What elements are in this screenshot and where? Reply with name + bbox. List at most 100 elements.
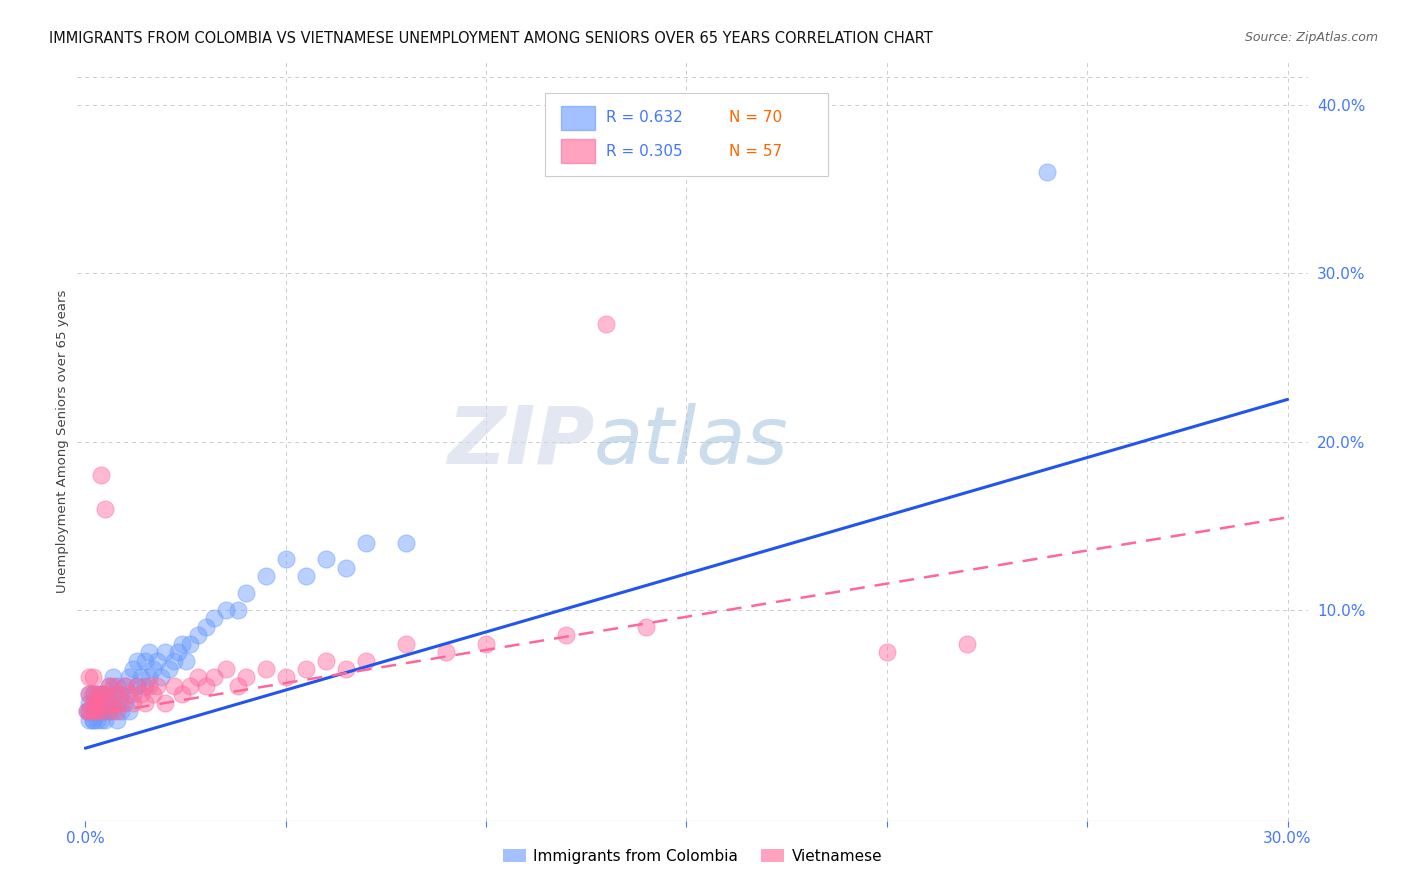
Point <box>146 679 169 693</box>
Point <box>103 696 125 710</box>
Point <box>110 687 132 701</box>
Point <box>107 696 129 710</box>
Point <box>82 704 104 718</box>
Legend: Immigrants from Colombia, Vietnamese: Immigrants from Colombia, Vietnamese <box>496 843 889 870</box>
Point <box>94 502 117 516</box>
Point <box>86 696 108 710</box>
Point <box>294 569 316 583</box>
Text: IMMIGRANTS FROM COLOMBIA VS VIETNAMESE UNEMPLOYMENT AMONG SENIORS OVER 65 YEARS : IMMIGRANTS FROM COLOMBIA VS VIETNAMESE U… <box>49 31 934 46</box>
Point <box>107 687 129 701</box>
FancyBboxPatch shape <box>561 105 595 130</box>
Point <box>226 603 249 617</box>
Point <box>162 679 184 693</box>
Point <box>86 696 108 710</box>
Point <box>103 670 125 684</box>
Point <box>86 704 108 718</box>
Point <box>876 645 898 659</box>
Point <box>475 637 498 651</box>
Point <box>94 687 117 701</box>
Text: R = 0.632: R = 0.632 <box>606 111 683 125</box>
Point <box>354 654 377 668</box>
Point <box>335 561 357 575</box>
Point <box>82 670 104 684</box>
Point <box>202 611 225 625</box>
Point <box>103 679 125 693</box>
Point <box>98 679 121 693</box>
Point <box>138 645 160 659</box>
Point <box>103 704 125 718</box>
Point <box>107 704 129 718</box>
Point <box>79 704 101 718</box>
Point <box>98 696 121 710</box>
Point <box>122 696 145 710</box>
Point <box>187 628 209 642</box>
Point <box>595 317 617 331</box>
Point <box>956 637 979 651</box>
Point <box>118 687 141 701</box>
Point <box>254 662 277 676</box>
Point <box>79 670 101 684</box>
Point <box>142 662 165 676</box>
Point <box>127 679 149 693</box>
Text: N = 70: N = 70 <box>730 111 783 125</box>
Point <box>118 704 141 718</box>
Point <box>107 679 129 693</box>
Point <box>79 687 101 701</box>
Point <box>86 687 108 701</box>
Point <box>94 687 117 701</box>
Point <box>98 704 121 718</box>
Point <box>86 704 108 718</box>
Point <box>187 670 209 684</box>
Point <box>226 679 249 693</box>
Point <box>179 637 201 651</box>
Point <box>79 696 101 710</box>
Point <box>127 679 149 693</box>
Point <box>82 713 104 727</box>
Point <box>174 654 197 668</box>
Point <box>86 687 108 701</box>
Point <box>79 704 101 718</box>
Point <box>82 687 104 701</box>
Point <box>82 704 104 718</box>
Point <box>142 687 165 701</box>
Point <box>214 603 236 617</box>
Point <box>134 679 156 693</box>
Point <box>179 679 201 693</box>
Text: Source: ZipAtlas.com: Source: ZipAtlas.com <box>1244 31 1378 45</box>
Point <box>146 654 169 668</box>
Point <box>90 713 112 727</box>
Point <box>235 670 257 684</box>
Text: atlas: atlas <box>595 402 789 481</box>
FancyBboxPatch shape <box>546 93 828 177</box>
Point <box>131 687 153 701</box>
Point <box>98 679 121 693</box>
Point <box>214 662 236 676</box>
Point <box>122 662 145 676</box>
Point <box>114 696 136 710</box>
Point <box>274 670 297 684</box>
Point <box>94 696 117 710</box>
Point <box>315 552 337 566</box>
Point <box>134 696 156 710</box>
Point <box>170 637 193 651</box>
Point <box>274 552 297 566</box>
Text: N = 57: N = 57 <box>730 144 783 159</box>
Point <box>90 468 112 483</box>
Point <box>82 687 104 701</box>
Text: R = 0.305: R = 0.305 <box>606 144 683 159</box>
Point <box>94 696 117 710</box>
Point <box>127 654 149 668</box>
Point <box>114 679 136 693</box>
Point <box>194 679 217 693</box>
Point <box>131 670 153 684</box>
Point <box>335 662 357 676</box>
Point <box>202 670 225 684</box>
Point <box>76 704 98 718</box>
Point <box>86 713 108 727</box>
Point <box>134 654 156 668</box>
Point <box>138 679 160 693</box>
Point <box>155 696 177 710</box>
Point <box>235 586 257 600</box>
Point <box>1036 165 1059 179</box>
Point <box>103 687 125 701</box>
